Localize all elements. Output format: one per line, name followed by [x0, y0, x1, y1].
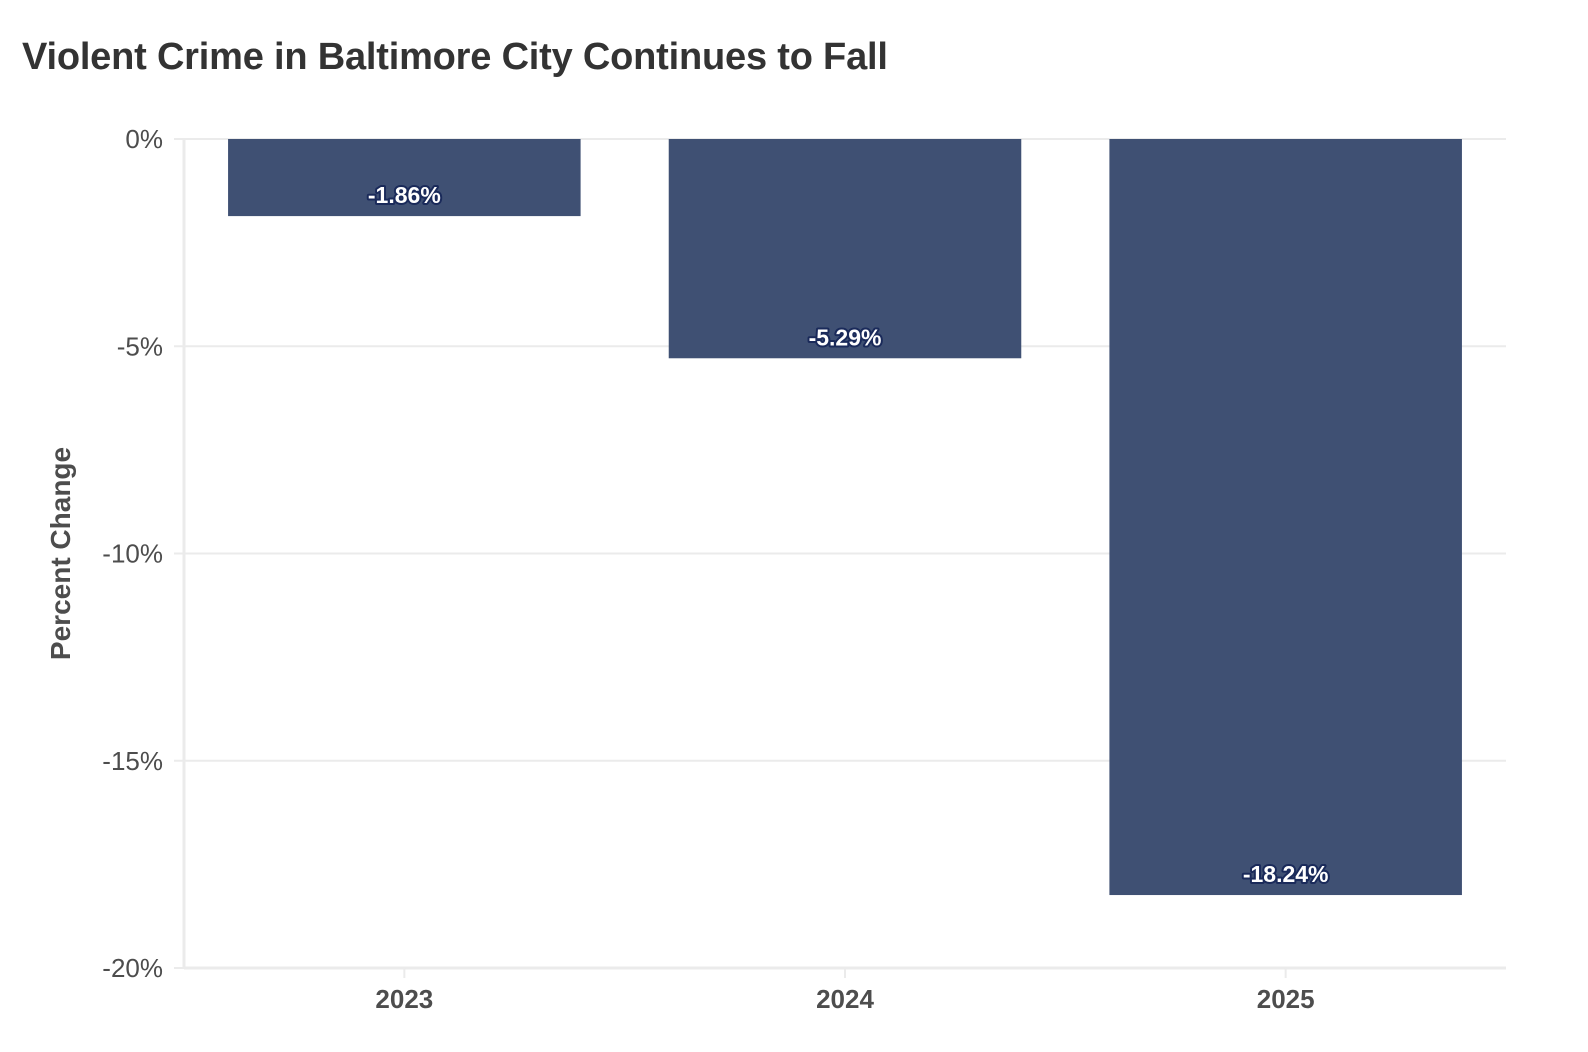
bar-value-label-2025: -18.24%	[1243, 861, 1329, 887]
bars	[228, 139, 1462, 896]
y-tick-label: -10%	[102, 539, 163, 569]
x-tick-label-2025: 2025	[1257, 984, 1315, 1014]
bar-value-label-2024: -5.29%	[809, 324, 882, 350]
bar-2023	[228, 139, 581, 217]
y-tick-label: -20%	[102, 953, 163, 983]
y-tick-label: -15%	[102, 746, 163, 776]
y-tick-label: -5%	[117, 331, 163, 361]
bar-value-labels: -1.86% -5.29% -18.24%	[366, 180, 1331, 889]
x-tick-label-2023: 2023	[375, 984, 433, 1014]
bar-2024	[668, 139, 1022, 359]
x-tick-label-2024: 2024	[816, 984, 874, 1014]
bar-value-label-2023: -1.86%	[368, 182, 441, 208]
chart-title: Violent Crime in Baltimore City Continue…	[22, 36, 888, 78]
y-tick-label: 0%	[125, 124, 163, 154]
bar-2025	[1109, 139, 1462, 896]
y-axis-title: Percent Change	[45, 447, 76, 660]
axes: 0% -5% -10% -15% -20% 2023 2024 2025	[102, 124, 1506, 1014]
